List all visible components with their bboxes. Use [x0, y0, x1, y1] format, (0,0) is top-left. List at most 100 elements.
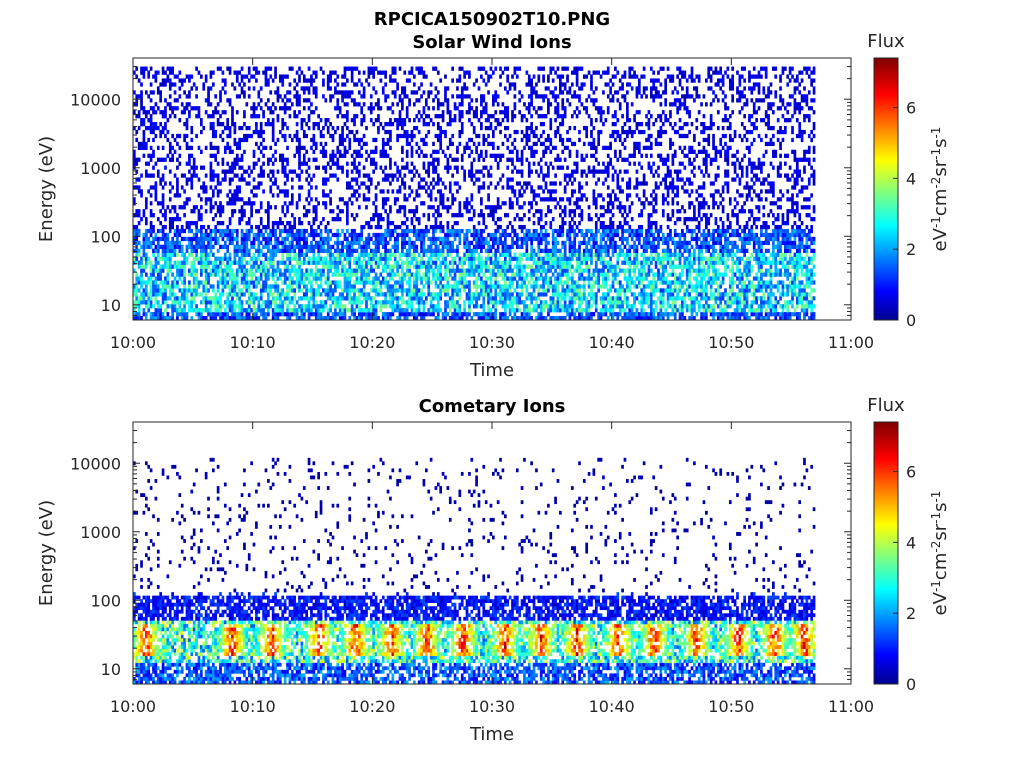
- heat-cell: [422, 264, 426, 269]
- heat-cell: [238, 312, 241, 317]
- heat-cell: [137, 276, 141, 281]
- heat-cell: [336, 145, 340, 151]
- heat-cell: [240, 292, 244, 297]
- heat-cell: [341, 308, 344, 313]
- heat-cell: [166, 276, 170, 281]
- heat-cell: [482, 98, 486, 103]
- heat-cell: [185, 141, 189, 147]
- heat-cell: [267, 232, 270, 238]
- heat-cell: [417, 252, 421, 257]
- heat-cell: [300, 288, 304, 293]
- heat-cell: [228, 316, 232, 321]
- heat-cell: [350, 66, 354, 71]
- heat-cell: [190, 288, 194, 293]
- heat-cell: [398, 252, 402, 257]
- heat-cell: [410, 149, 414, 154]
- heat-cell: [444, 90, 447, 95]
- heat-cell: [484, 118, 488, 123]
- heat-cell: [413, 224, 416, 230]
- heat-cell: [420, 296, 423, 301]
- heat-cell: [281, 228, 285, 234]
- heat-cell: [302, 232, 306, 238]
- heat-cell: [453, 292, 457, 297]
- heat-cell: [140, 280, 143, 285]
- heat-cell: [176, 141, 179, 147]
- heat-cell: [166, 118, 170, 123]
- heat-cell: [245, 280, 249, 285]
- heat-cell: [403, 86, 407, 91]
- heat-cell: [401, 221, 404, 226]
- heat-cell: [396, 232, 399, 238]
- heat-cell: [408, 236, 411, 242]
- heat-cell: [401, 228, 404, 234]
- heat-cell: [317, 256, 320, 261]
- heat-cell: [185, 288, 189, 293]
- heat-cell: [154, 268, 158, 273]
- heat-cell: [463, 284, 466, 289]
- heat-cell: [204, 308, 208, 313]
- heat-cell: [240, 209, 244, 214]
- heat-cell: [417, 260, 421, 265]
- heat-cell: [293, 78, 297, 83]
- heat-cell: [171, 224, 174, 230]
- heat-cell: [456, 149, 459, 154]
- heat-cell: [484, 125, 488, 131]
- heat-cell: [405, 300, 409, 305]
- heat-cell: [190, 173, 194, 178]
- heat-cell: [290, 169, 294, 174]
- heat-cell: [436, 312, 440, 317]
- heat-cell: [408, 240, 411, 246]
- heat-cell: [355, 236, 359, 242]
- heat-cell: [283, 133, 287, 139]
- heat-cell: [247, 94, 251, 99]
- heat-cell: [288, 201, 292, 206]
- heat-cell: [362, 244, 366, 250]
- heat-cell: [314, 312, 318, 317]
- heat-cell: [436, 248, 440, 253]
- heat-cell: [257, 133, 261, 139]
- heat-cell: [221, 129, 225, 135]
- heat-cell: [463, 74, 466, 79]
- heat-cell: [381, 264, 385, 269]
- heat-cell: [515, 201, 519, 206]
- heat-cell: [207, 272, 210, 277]
- heat-cell: [401, 252, 404, 257]
- heat-cell: [410, 292, 414, 297]
- heat-cell: [317, 240, 320, 246]
- heat-cell: [379, 78, 383, 83]
- heat-cell: [276, 94, 280, 99]
- heat-cell: [503, 110, 507, 115]
- heat-cell: [290, 236, 294, 242]
- heat-cell: [231, 308, 234, 313]
- heat-cell: [379, 165, 383, 170]
- heat-cell: [415, 300, 419, 305]
- heat-cell: [393, 201, 397, 206]
- heat-cell: [503, 252, 507, 257]
- heat-cell: [178, 94, 182, 99]
- heat-cell: [381, 145, 385, 151]
- heat-cell: [487, 90, 490, 95]
- heat-cell: [223, 173, 227, 178]
- heat-cell: [436, 308, 440, 313]
- heat-cell: [482, 157, 486, 162]
- heat-cell: [511, 228, 514, 234]
- heat-cell: [152, 240, 155, 246]
- heat-cell: [413, 173, 416, 178]
- heat-cell: [286, 248, 289, 253]
- heat-cell: [424, 133, 428, 139]
- heat-cell: [501, 118, 505, 123]
- heat-cell: [314, 90, 318, 95]
- heat-cell: [283, 228, 287, 234]
- heat-cell: [420, 276, 423, 281]
- heat-cell: [405, 312, 409, 317]
- heat-cell: [235, 145, 239, 151]
- heat-cell: [209, 248, 213, 253]
- heat-cell: [164, 181, 167, 186]
- heat-cell: [168, 197, 172, 202]
- heat-cell: [475, 288, 478, 293]
- heat-cell: [259, 276, 263, 281]
- heat-cell: [341, 240, 344, 246]
- heat-cell: [436, 137, 440, 143]
- heat-cell: [209, 308, 213, 313]
- heat-cell: [204, 232, 208, 238]
